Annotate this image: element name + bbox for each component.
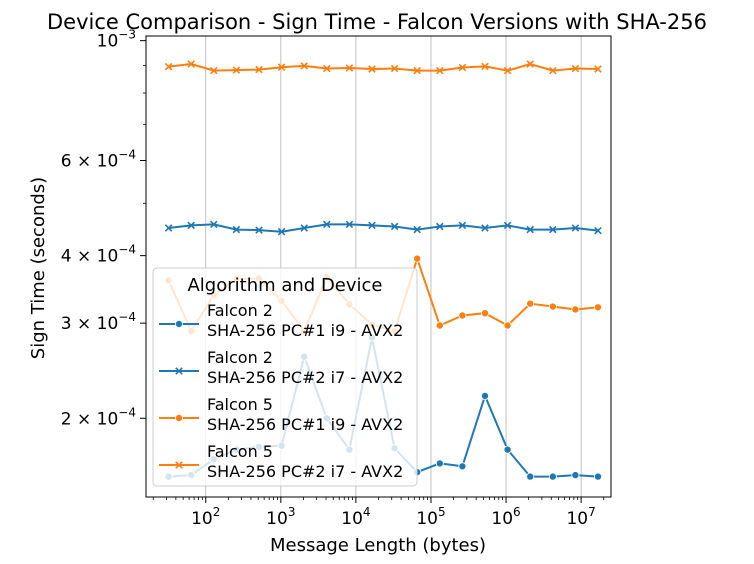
series-line	[168, 223, 599, 233]
data-point	[571, 64, 580, 73]
data-point	[549, 66, 557, 75]
plot-frame	[145, 35, 612, 498]
data-point	[277, 63, 286, 71]
data-point	[571, 224, 580, 232]
legend-entry-line1: Falcon 2	[207, 301, 273, 320]
data-point	[232, 66, 241, 74]
y-tick-label: 4 × 10−4	[61, 243, 136, 267]
x-tick-label: 102	[191, 505, 220, 529]
x-tick-label: 105	[416, 505, 445, 529]
legend-entry-line1: Falcon 5	[207, 442, 273, 461]
data-point	[503, 221, 512, 230]
data-point	[277, 227, 286, 236]
data-point	[255, 226, 263, 234]
data-point	[210, 66, 218, 75]
data-point	[300, 224, 308, 232]
y-tick-label: 6 × 10−4	[61, 148, 136, 172]
data-point	[232, 225, 241, 234]
data-point	[187, 221, 195, 230]
x-tick-label: 106	[491, 505, 520, 529]
data-point	[210, 220, 218, 229]
data-point	[436, 222, 444, 231]
data-point	[323, 220, 331, 229]
legend-marker	[175, 367, 183, 375]
data-point	[368, 221, 376, 230]
y-tick-label: 2 × 10−4	[61, 405, 136, 429]
x-tick-label: 103	[266, 505, 295, 529]
data-point	[503, 66, 512, 75]
series-4	[164, 60, 602, 75]
data-point	[323, 64, 331, 73]
chart-title: Device Comparison - Sign Time - Falcon V…	[47, 10, 707, 34]
legend-entry-line1: Falcon 5	[207, 395, 273, 414]
data-point	[164, 62, 173, 71]
legend-entry-line2: SHA-256 PC#2 i7 - AVX2	[207, 462, 403, 481]
x-tick-label: 104	[341, 505, 370, 529]
data-point	[548, 302, 557, 311]
legend-marker	[175, 461, 183, 469]
data-point	[594, 65, 602, 73]
data-point	[413, 225, 421, 234]
data-point	[458, 311, 467, 320]
data-point	[593, 472, 602, 481]
data-point	[571, 305, 580, 314]
data-point	[435, 459, 444, 468]
data-point	[481, 62, 489, 71]
data-point	[345, 64, 354, 72]
data-point	[413, 254, 422, 263]
legend-box	[152, 267, 418, 487]
legend-entry-line2: SHA-256 PC#1 i9 - AVX2	[207, 415, 403, 434]
data-point	[458, 63, 467, 72]
legend-entry-line2: SHA-256 PC#1 i9 - AVX2	[207, 321, 403, 340]
data-point	[458, 462, 467, 471]
data-point	[255, 65, 263, 74]
data-point	[436, 66, 444, 75]
data-point	[390, 222, 399, 231]
data-point	[549, 225, 557, 234]
data-point	[164, 224, 173, 232]
data-point	[594, 226, 602, 235]
legend-title: Algorithm and Device	[187, 275, 382, 296]
data-point	[187, 60, 195, 68]
legend-marker	[174, 319, 183, 328]
data-point	[526, 472, 535, 481]
series-line	[168, 63, 599, 72]
x-tick-label: 107	[566, 505, 595, 529]
data-point	[368, 65, 376, 73]
legend-marker	[174, 413, 183, 422]
data-point	[526, 299, 535, 308]
x-axis-label: Message Length (bytes)	[270, 535, 486, 556]
data-point	[480, 309, 489, 318]
legend-entry-line2: SHA-256 PC#2 i7 - AVX2	[207, 368, 403, 387]
y-axis: 2 × 10−4 3 × 10−4 4 × 10−4 6 × 10−4 10−3	[61, 28, 146, 429]
data-point	[435, 321, 444, 330]
y-tick-label: 3 × 10−4	[61, 310, 136, 334]
legend-entry-line1: Falcon 2	[207, 348, 273, 367]
series-2	[164, 220, 602, 236]
data-point	[503, 321, 512, 330]
data-point	[593, 303, 602, 312]
data-point	[413, 66, 421, 75]
data-point	[458, 221, 467, 230]
data-point	[526, 60, 534, 68]
data-point	[548, 472, 557, 481]
data-point	[345, 220, 354, 229]
x-axis: 102 103 104 105 106 107	[191, 497, 596, 529]
data-point	[480, 391, 489, 400]
y-tick-label: 10−3	[97, 28, 136, 52]
data-point	[481, 224, 489, 232]
data-point	[300, 62, 308, 70]
data-point	[503, 445, 512, 454]
y-axis-label: Sign Time (seconds)	[28, 177, 49, 359]
data-point	[390, 64, 399, 73]
data-point	[526, 225, 534, 234]
data-point	[571, 471, 580, 480]
